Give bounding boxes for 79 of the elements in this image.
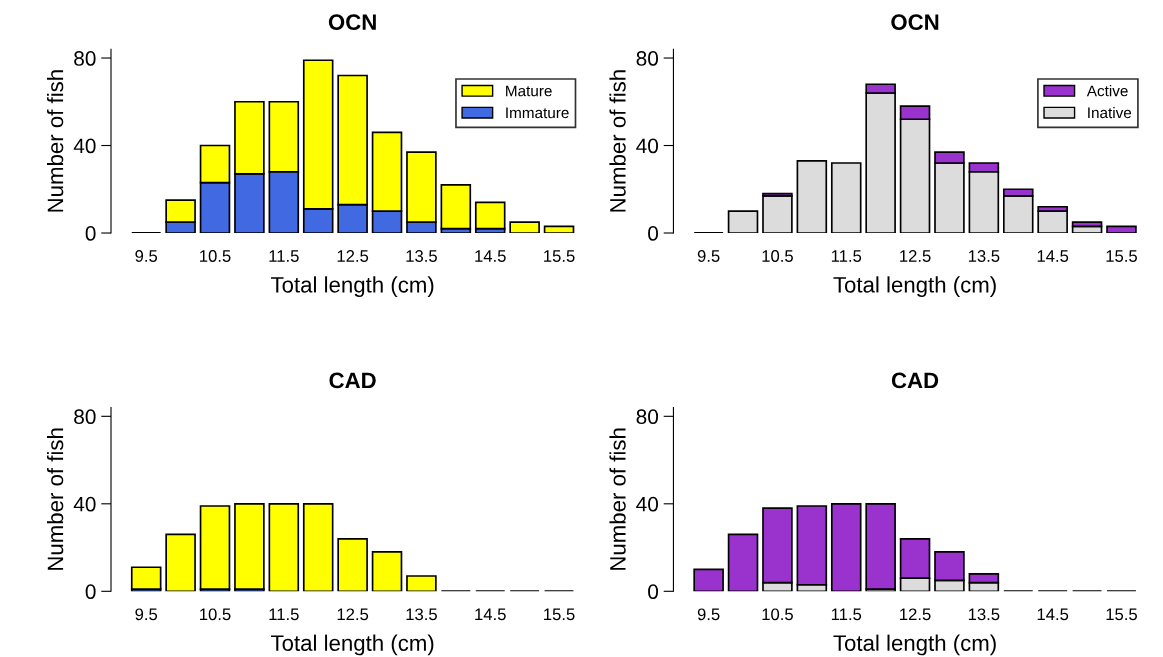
y-tick-label: 0 xyxy=(85,226,96,241)
bar xyxy=(509,221,540,234)
bar xyxy=(440,184,472,230)
bar xyxy=(1106,225,1137,234)
x-tick-label: 9.5 xyxy=(135,250,158,262)
x-tick-label: 10.5 xyxy=(200,608,231,621)
y-tick-label: 40 xyxy=(636,496,659,512)
y-tick-label: 80 xyxy=(74,51,96,66)
bar xyxy=(234,502,265,590)
y-axis-title: Number of fish xyxy=(609,70,626,212)
bar xyxy=(130,566,162,590)
x-tick-label: 12.5 xyxy=(337,608,369,621)
bar xyxy=(1037,210,1068,234)
bar xyxy=(830,502,862,592)
bar xyxy=(796,159,828,234)
x-tick-label: 11.5 xyxy=(831,608,862,621)
chart-title: CAD xyxy=(891,372,939,389)
y-tick-label: 80 xyxy=(636,409,659,425)
x-tick-label: 12.5 xyxy=(900,608,931,621)
x-axis-title: Total length (cm) xyxy=(833,634,996,656)
x-tick-label: 13.5 xyxy=(968,608,1000,621)
bar xyxy=(865,502,896,590)
x-tick-label: 11.5 xyxy=(269,608,299,621)
x-tick-label: 10.5 xyxy=(200,250,231,262)
y-tick-label: 0 xyxy=(648,226,659,241)
bar xyxy=(727,210,759,234)
bar xyxy=(543,225,575,234)
legend-label: Immature xyxy=(506,107,569,119)
chart-title: OCN xyxy=(328,14,376,31)
x-tick-label: 14.5 xyxy=(1037,608,1069,621)
x-tick-label: 9.5 xyxy=(697,250,720,262)
y-tick-label: 40 xyxy=(636,138,659,154)
bar xyxy=(268,502,300,592)
x-tick-label: 14.5 xyxy=(1037,250,1069,262)
x-axis-title: Total length (cm) xyxy=(833,276,996,298)
y-axis-title: Number of fish xyxy=(46,428,64,570)
bar xyxy=(371,551,403,592)
chart-title: OCN xyxy=(891,14,939,31)
x-tick-label: 12.5 xyxy=(900,250,931,262)
bar xyxy=(762,194,793,234)
y-axis-title: Number of fish xyxy=(46,70,64,212)
x-tick-label: 15.5 xyxy=(1106,608,1137,621)
x-tick-label: 11.5 xyxy=(831,250,862,262)
chart-title: CAD xyxy=(329,372,376,389)
legend-label: Active xyxy=(1086,85,1128,97)
y-axis-title: Number of fish xyxy=(609,428,626,570)
bar xyxy=(830,162,862,234)
x-tick-label: 10.5 xyxy=(762,250,793,262)
x-tick-label: 13.5 xyxy=(968,250,1000,262)
bar xyxy=(337,537,368,592)
x-tick-label: 13.5 xyxy=(406,608,437,621)
x-tick-label: 15.5 xyxy=(1106,250,1137,262)
x-tick-label: 13.5 xyxy=(406,250,437,262)
bar xyxy=(474,201,506,230)
bar xyxy=(693,568,724,592)
y-tick-label: 40 xyxy=(73,496,96,512)
y-tick-label: 40 xyxy=(73,138,96,154)
bar xyxy=(302,502,334,592)
x-axis-title: Total length (cm) xyxy=(271,276,434,298)
bar xyxy=(199,505,231,590)
x-tick-label: 11.5 xyxy=(269,250,299,262)
y-tick-label: 0 xyxy=(648,584,659,600)
y-tick-label: 80 xyxy=(74,409,96,425)
x-tick-label: 12.5 xyxy=(337,250,369,262)
x-tick-label: 9.5 xyxy=(135,608,158,621)
legend-label: Inative xyxy=(1088,106,1132,119)
y-tick-label: 0 xyxy=(85,584,96,600)
bar xyxy=(406,575,437,592)
x-tick-label: 15.5 xyxy=(544,250,575,262)
x-tick-label: 9.5 xyxy=(697,608,720,621)
x-tick-label: 15.5 xyxy=(544,608,575,621)
bar xyxy=(727,533,759,592)
x-tick-label: 14.5 xyxy=(475,250,506,262)
x-tick-label: 10.5 xyxy=(762,608,793,621)
legend-label: Mature xyxy=(506,85,552,97)
x-tick-label: 14.5 xyxy=(475,608,506,621)
bar xyxy=(165,533,196,592)
y-tick-label: 80 xyxy=(636,51,659,66)
x-axis-title: Total length (cm) xyxy=(271,634,434,656)
